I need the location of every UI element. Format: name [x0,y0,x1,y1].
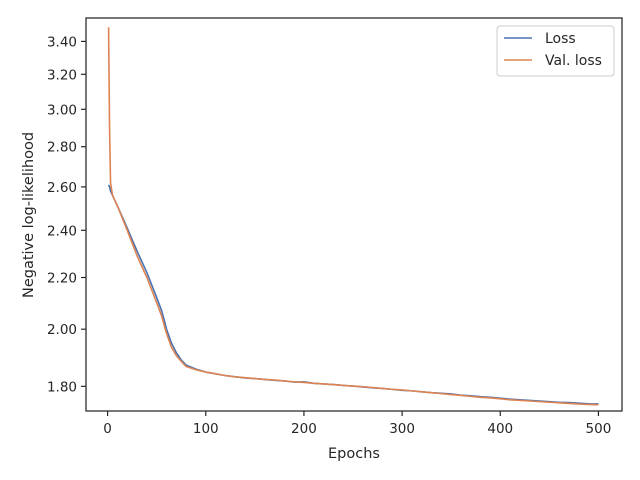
y-axis-label: Negative log-likelihood [21,132,37,298]
y-tick-label: 1.80 [47,379,77,395]
y-tick-label: 2.60 [47,180,77,196]
y-tick-label: 3.00 [47,102,77,118]
x-axis-ticks: 0 100 200 300 400 500 [103,411,611,437]
series-layer [107,27,599,406]
y-axis-ticks: 1.80 2.00 2.20 2.40 2.60 2.80 3.00 3.20 3.40 [47,34,86,395]
x-tick-label: 400 [487,421,513,437]
x-axis-label: Epochs [328,446,380,462]
y-tick-label: 2.80 [47,140,77,156]
legend: Loss Val. loss [496,25,615,77]
plot-frame [85,17,623,412]
y-tick-label: 3.20 [47,67,77,83]
legend-label-val-loss: Val. loss [545,53,602,69]
series-line-val-loss [107,27,599,406]
y-tick-label: 3.40 [47,34,77,50]
x-tick-label: 0 [103,421,112,437]
y-tick-label: 2.40 [47,223,77,239]
x-tick-label: 100 [193,421,219,437]
legend-label-loss: Loss [545,31,576,47]
x-tick-label: 200 [291,421,317,437]
y-tick-label: 2.20 [47,271,77,287]
x-tick-label: 500 [586,421,612,437]
y-tick-label: 2.00 [47,322,77,338]
x-tick-label: 300 [389,421,415,437]
